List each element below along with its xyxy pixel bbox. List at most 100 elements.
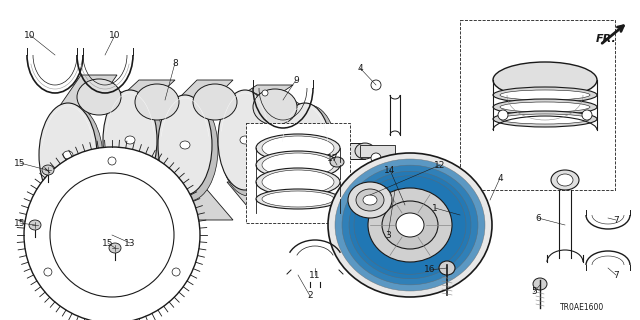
Ellipse shape: [29, 220, 41, 230]
Ellipse shape: [342, 165, 478, 285]
Ellipse shape: [500, 114, 590, 124]
Text: 11: 11: [309, 270, 321, 279]
Ellipse shape: [439, 261, 455, 275]
Ellipse shape: [256, 134, 340, 162]
Bar: [460, 20, 615, 190]
Ellipse shape: [109, 243, 121, 253]
Polygon shape: [112, 182, 175, 218]
Text: 6: 6: [535, 213, 541, 222]
Ellipse shape: [108, 157, 116, 165]
Ellipse shape: [335, 159, 485, 291]
Text: 15: 15: [14, 158, 26, 167]
Ellipse shape: [300, 146, 310, 154]
Ellipse shape: [330, 157, 344, 167]
Text: 1: 1: [432, 204, 438, 212]
Ellipse shape: [42, 165, 54, 175]
Text: 15: 15: [102, 238, 114, 247]
Ellipse shape: [158, 95, 212, 195]
Text: 4: 4: [497, 173, 503, 182]
Polygon shape: [81, 90, 148, 105]
Text: 9: 9: [293, 76, 299, 84]
Polygon shape: [167, 80, 233, 110]
Ellipse shape: [253, 89, 297, 125]
Ellipse shape: [125, 136, 135, 144]
Ellipse shape: [50, 173, 174, 297]
Ellipse shape: [363, 195, 377, 205]
Ellipse shape: [371, 80, 381, 90]
Bar: [246, 123, 350, 223]
Text: TR0AE1600: TR0AE1600: [560, 303, 604, 312]
Text: 15: 15: [14, 219, 26, 228]
Ellipse shape: [348, 182, 392, 218]
Ellipse shape: [240, 136, 250, 144]
Ellipse shape: [262, 90, 268, 96]
Text: 7: 7: [613, 215, 619, 225]
Ellipse shape: [500, 90, 590, 100]
Text: 17: 17: [327, 154, 339, 163]
Ellipse shape: [24, 147, 200, 320]
Text: 5: 5: [531, 287, 537, 297]
Ellipse shape: [355, 143, 375, 159]
Ellipse shape: [262, 153, 334, 177]
Ellipse shape: [41, 105, 103, 213]
Polygon shape: [139, 95, 203, 110]
Ellipse shape: [218, 90, 272, 190]
Polygon shape: [112, 80, 175, 105]
Text: 10: 10: [109, 30, 121, 39]
Ellipse shape: [493, 111, 597, 127]
Polygon shape: [50, 75, 117, 120]
Text: 2: 2: [307, 292, 313, 300]
Ellipse shape: [44, 268, 52, 276]
Polygon shape: [257, 100, 323, 118]
Ellipse shape: [262, 170, 334, 194]
Bar: [305, 143, 365, 159]
Ellipse shape: [396, 213, 424, 237]
Ellipse shape: [63, 151, 73, 159]
Polygon shape: [167, 185, 233, 220]
Text: 12: 12: [435, 161, 445, 170]
Polygon shape: [227, 85, 293, 105]
Ellipse shape: [500, 102, 590, 112]
Text: 4: 4: [357, 63, 363, 73]
Ellipse shape: [281, 105, 337, 203]
Text: 7: 7: [613, 270, 619, 279]
Ellipse shape: [193, 84, 237, 120]
Ellipse shape: [279, 103, 331, 197]
Ellipse shape: [256, 189, 340, 209]
Ellipse shape: [180, 141, 190, 149]
Polygon shape: [227, 182, 293, 218]
Ellipse shape: [135, 84, 179, 120]
Ellipse shape: [39, 103, 97, 207]
Ellipse shape: [354, 176, 466, 274]
Ellipse shape: [551, 170, 579, 190]
Ellipse shape: [262, 136, 334, 160]
Ellipse shape: [220, 92, 278, 196]
Ellipse shape: [328, 153, 492, 297]
Text: 13: 13: [124, 238, 136, 247]
Ellipse shape: [160, 97, 218, 201]
Ellipse shape: [368, 188, 452, 262]
Ellipse shape: [557, 174, 573, 186]
Ellipse shape: [356, 189, 384, 211]
Ellipse shape: [493, 99, 597, 115]
Ellipse shape: [493, 87, 597, 103]
Polygon shape: [50, 188, 117, 220]
Text: 8: 8: [172, 59, 178, 68]
Text: FR.: FR.: [596, 34, 617, 44]
Ellipse shape: [533, 278, 547, 290]
Ellipse shape: [77, 79, 121, 115]
Polygon shape: [197, 95, 263, 105]
Ellipse shape: [498, 110, 508, 120]
Ellipse shape: [256, 151, 340, 179]
Ellipse shape: [262, 191, 334, 207]
Text: 14: 14: [384, 165, 396, 174]
Ellipse shape: [105, 92, 163, 196]
Ellipse shape: [349, 171, 471, 279]
Ellipse shape: [256, 168, 340, 196]
Ellipse shape: [172, 268, 180, 276]
Ellipse shape: [582, 110, 592, 120]
Ellipse shape: [493, 62, 597, 98]
Ellipse shape: [371, 153, 381, 163]
Bar: [360, 145, 395, 157]
Text: 16: 16: [424, 266, 436, 275]
